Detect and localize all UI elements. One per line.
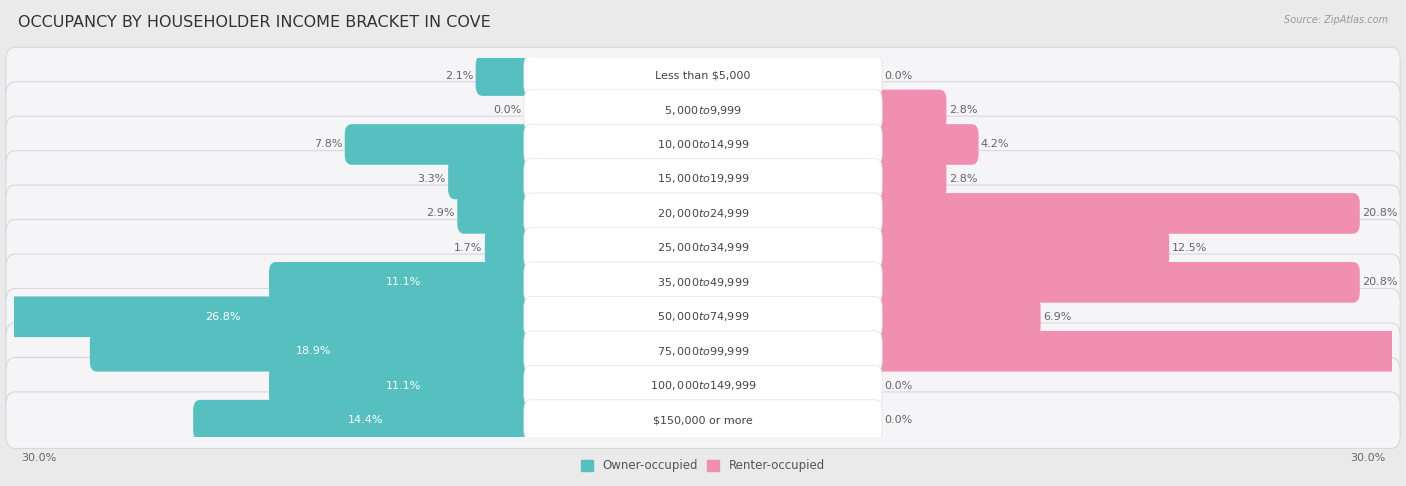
- FancyBboxPatch shape: [6, 151, 1400, 207]
- FancyBboxPatch shape: [524, 90, 882, 130]
- Text: $10,000 to $14,999: $10,000 to $14,999: [657, 138, 749, 151]
- FancyBboxPatch shape: [524, 296, 882, 337]
- FancyBboxPatch shape: [869, 158, 946, 199]
- FancyBboxPatch shape: [6, 357, 1400, 414]
- Text: $150,000 or more: $150,000 or more: [654, 415, 752, 425]
- Text: 0.0%: 0.0%: [884, 70, 912, 81]
- Text: OCCUPANCY BY HOUSEHOLDER INCOME BRACKET IN COVE: OCCUPANCY BY HOUSEHOLDER INCOME BRACKET …: [18, 15, 491, 30]
- FancyBboxPatch shape: [524, 55, 882, 96]
- FancyBboxPatch shape: [90, 331, 537, 372]
- Text: 12.5%: 12.5%: [1171, 243, 1206, 253]
- Text: 26.8%: 26.8%: [205, 312, 240, 322]
- Text: $15,000 to $19,999: $15,000 to $19,999: [657, 173, 749, 186]
- FancyBboxPatch shape: [869, 193, 1360, 234]
- FancyBboxPatch shape: [524, 158, 882, 199]
- Text: $5,000 to $9,999: $5,000 to $9,999: [664, 104, 742, 117]
- FancyBboxPatch shape: [6, 82, 1400, 139]
- FancyBboxPatch shape: [6, 392, 1400, 449]
- FancyBboxPatch shape: [524, 331, 882, 372]
- Text: 2.8%: 2.8%: [949, 105, 977, 115]
- Text: 1.7%: 1.7%: [454, 243, 482, 253]
- Text: 0.0%: 0.0%: [884, 415, 912, 425]
- FancyBboxPatch shape: [869, 124, 979, 165]
- Text: 7.8%: 7.8%: [314, 139, 343, 150]
- Text: Source: ZipAtlas.com: Source: ZipAtlas.com: [1284, 15, 1388, 25]
- FancyBboxPatch shape: [524, 262, 882, 303]
- FancyBboxPatch shape: [524, 193, 882, 234]
- Text: 2.8%: 2.8%: [949, 174, 977, 184]
- Text: 11.1%: 11.1%: [385, 278, 420, 287]
- FancyBboxPatch shape: [6, 220, 1400, 276]
- FancyBboxPatch shape: [269, 262, 537, 303]
- FancyBboxPatch shape: [6, 47, 1400, 104]
- FancyBboxPatch shape: [524, 365, 882, 406]
- FancyBboxPatch shape: [269, 365, 537, 406]
- FancyBboxPatch shape: [485, 227, 537, 268]
- Text: $35,000 to $49,999: $35,000 to $49,999: [657, 276, 749, 289]
- Text: 2.9%: 2.9%: [426, 208, 456, 218]
- FancyBboxPatch shape: [449, 158, 537, 199]
- Legend: Owner-occupied, Renter-occupied: Owner-occupied, Renter-occupied: [576, 454, 830, 477]
- Text: 30.0%: 30.0%: [1350, 453, 1385, 463]
- FancyBboxPatch shape: [869, 331, 1406, 372]
- FancyBboxPatch shape: [524, 400, 882, 440]
- FancyBboxPatch shape: [869, 90, 946, 130]
- Text: $100,000 to $149,999: $100,000 to $149,999: [650, 379, 756, 392]
- Text: 0.0%: 0.0%: [494, 105, 522, 115]
- Text: 0.0%: 0.0%: [884, 381, 912, 391]
- FancyBboxPatch shape: [457, 193, 537, 234]
- FancyBboxPatch shape: [6, 185, 1400, 242]
- FancyBboxPatch shape: [524, 227, 882, 268]
- Text: 14.4%: 14.4%: [347, 415, 384, 425]
- FancyBboxPatch shape: [6, 254, 1400, 311]
- Text: 20.8%: 20.8%: [1362, 278, 1398, 287]
- Text: 6.9%: 6.9%: [1043, 312, 1071, 322]
- Text: 2.1%: 2.1%: [444, 70, 474, 81]
- Text: 4.2%: 4.2%: [981, 139, 1010, 150]
- Text: 30.0%: 30.0%: [21, 453, 56, 463]
- FancyBboxPatch shape: [6, 323, 1400, 380]
- Text: 18.9%: 18.9%: [297, 346, 332, 356]
- FancyBboxPatch shape: [475, 55, 537, 96]
- Text: 3.3%: 3.3%: [418, 174, 446, 184]
- FancyBboxPatch shape: [6, 116, 1400, 173]
- Text: Less than $5,000: Less than $5,000: [655, 70, 751, 81]
- FancyBboxPatch shape: [0, 296, 537, 337]
- FancyBboxPatch shape: [6, 289, 1400, 345]
- Text: $75,000 to $99,999: $75,000 to $99,999: [657, 345, 749, 358]
- FancyBboxPatch shape: [869, 296, 1040, 337]
- Text: $20,000 to $24,999: $20,000 to $24,999: [657, 207, 749, 220]
- FancyBboxPatch shape: [344, 124, 537, 165]
- Text: 11.1%: 11.1%: [385, 381, 420, 391]
- FancyBboxPatch shape: [869, 262, 1360, 303]
- FancyBboxPatch shape: [193, 400, 537, 440]
- FancyBboxPatch shape: [524, 124, 882, 165]
- Text: $50,000 to $74,999: $50,000 to $74,999: [657, 310, 749, 323]
- Text: $25,000 to $34,999: $25,000 to $34,999: [657, 242, 749, 254]
- Text: 20.8%: 20.8%: [1362, 208, 1398, 218]
- FancyBboxPatch shape: [869, 227, 1170, 268]
